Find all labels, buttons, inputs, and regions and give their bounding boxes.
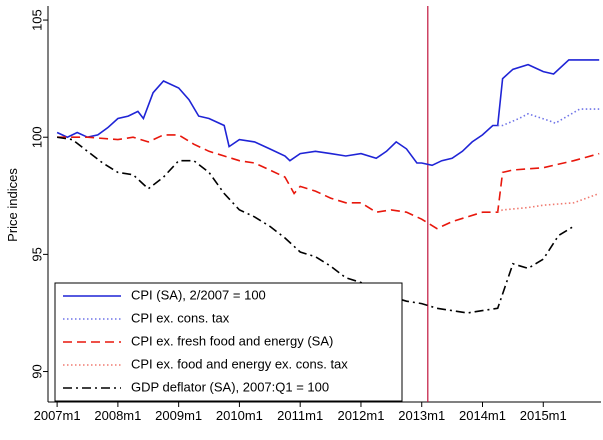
x-tick-label: 2012m1 bbox=[337, 408, 384, 423]
y-tick-label: 105 bbox=[29, 9, 44, 31]
x-tick-label: 2010m1 bbox=[216, 408, 263, 423]
y-axis-title: Price indices bbox=[5, 168, 20, 242]
y-tick-label: 95 bbox=[29, 247, 44, 261]
series-line bbox=[497, 192, 600, 213]
x-tick-label: 2007m1 bbox=[34, 408, 81, 423]
legend-label: CPI ex. cons. tax bbox=[131, 310, 230, 325]
series-line bbox=[56, 136, 575, 314]
y-tick-label: 90 bbox=[29, 364, 44, 378]
series-line bbox=[497, 108, 600, 127]
series-line bbox=[57, 134, 600, 230]
legend-label: CPI ex. food and energy ex. cons. tax bbox=[131, 356, 348, 371]
x-tick-label: 2008m1 bbox=[94, 408, 141, 423]
x-tick-label: 2015m1 bbox=[520, 408, 567, 423]
x-tick-label: 2013m1 bbox=[398, 408, 445, 423]
y-tick-label: 100 bbox=[29, 126, 44, 148]
series-line bbox=[56, 59, 600, 167]
legend-label: GDP deflator (SA), 2007:Q1 = 100 bbox=[131, 379, 329, 394]
x-tick-label: 2009m1 bbox=[155, 408, 202, 423]
legend-label: CPI ex. fresh food and energy (SA) bbox=[131, 333, 333, 348]
legend-label: CPI (SA), 2/2007 = 100 bbox=[131, 287, 266, 302]
x-tick-label: 2011m1 bbox=[277, 408, 323, 423]
x-tick-label: 2014m1 bbox=[459, 408, 506, 423]
